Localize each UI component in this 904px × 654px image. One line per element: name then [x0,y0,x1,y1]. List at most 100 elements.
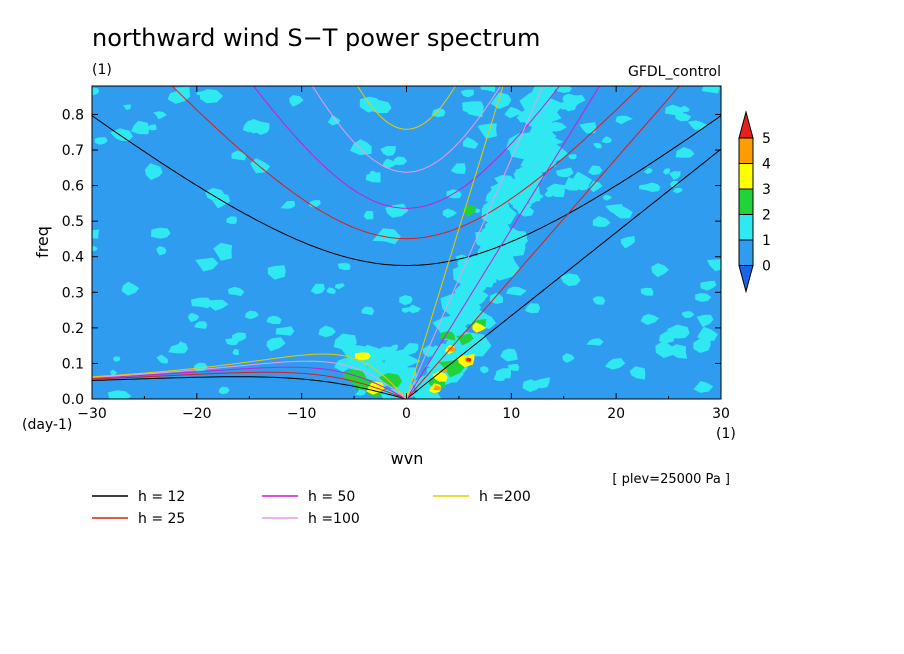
curve-ig-25 [171,86,642,240]
colorbar-segment [738,239,754,266]
colorbar-segment [738,163,754,190]
contour-level-1 [681,311,695,318]
curve-kelvin-100 [406,86,544,399]
contour-level-1 [195,257,219,272]
contour-level-1 [92,245,98,252]
contour-level-3 [354,352,371,361]
legend-label: h = 50 [308,489,355,505]
curve-ig-100 [311,86,502,173]
contour-level-1 [569,95,586,108]
colorbar-label: 3 [762,182,771,198]
contour-level-1 [121,281,140,296]
curve-ig-50 [252,86,561,209]
contour-level-1 [477,123,497,139]
contour-level-1 [640,287,654,296]
contour-level-1 [521,147,557,173]
curve-kelvin-12 [406,148,721,399]
contour-level-1 [480,365,489,374]
contour-level-1 [113,356,121,362]
contour-level-1 [573,171,593,187]
contour-level-1 [401,307,410,313]
x-tick-label: 20 [607,406,625,422]
x-unit-label: (1) [716,426,736,442]
contour-level-1 [440,293,470,318]
contour-level-1 [361,306,375,316]
contour-level-1 [462,137,479,149]
colorbar-label: 4 [762,157,771,173]
contour-level-1 [629,366,646,380]
contour-level-1 [199,89,224,104]
contour-level-1 [372,228,401,245]
contour-level-1 [380,146,397,157]
contour-level-1 [530,86,555,101]
contour-level-3 [432,371,448,382]
contour-level-1 [544,190,553,198]
contour-level-1 [562,353,575,363]
contour-level-1 [620,236,635,249]
colorbar-label: 5 [762,131,771,147]
contour-level-1 [539,138,557,150]
legend-label: h =200 [479,489,531,505]
contour-level-1 [663,168,670,175]
contour-level-1 [431,108,446,118]
contour-level-1 [334,283,345,290]
contour-level-1 [675,147,695,158]
colorbar-label: 0 [762,259,771,275]
contour-level-1 [560,273,581,287]
plev-note: [ plev=25000 Pa ] [612,472,730,487]
contour-level-2 [463,205,477,217]
contour-level-1 [593,142,602,149]
contour-level-1 [246,119,270,134]
x-tick-label: 30 [712,406,730,422]
y-axis-label: freq [33,226,52,258]
contour-level-1 [516,168,543,182]
contour-level-1 [644,182,661,192]
contour-level-1 [310,283,325,295]
contour-level-1 [107,390,132,399]
colorbar-segment [738,137,754,164]
contour-level-1 [507,363,520,372]
contour-level-1 [603,194,612,201]
y-tick-label: 0.0 [62,392,84,408]
contour-level-1 [188,312,200,323]
units-label: (1) [92,62,112,78]
contour-level-1 [490,92,512,110]
contour-level-1 [354,388,367,396]
contour-level-1 [693,381,714,393]
contour-level-1 [508,188,534,209]
contour-level-1 [555,167,574,178]
contour-level-1 [363,210,374,220]
colorbar-under-arrow [738,265,754,294]
contour-level-3 [472,322,486,333]
contour-level-1 [110,369,118,377]
contour-level-1 [226,216,237,224]
y-tick-label: 0.5 [62,214,84,230]
contour-level-1 [679,105,690,113]
contour-level-1 [232,348,240,356]
contour-level-1 [148,124,157,131]
y-tick-label: 0.2 [62,321,84,337]
y-tick-label: 0.8 [62,107,84,123]
run-label: GFDL_control [628,64,721,80]
chart-title: northward wind S−T power spectrum [92,24,540,52]
contour-level-1 [586,338,604,346]
contour-level-1 [651,263,669,278]
contour-level-1 [604,358,626,370]
contour-level-1 [151,227,171,239]
contour-level-1 [549,69,573,82]
contour-level-1 [638,184,649,191]
contour-level-1 [669,171,681,181]
contour-level-1 [227,286,245,297]
contour-level-1 [532,377,551,389]
contour-level-1 [369,170,380,177]
contour-level-1 [408,304,422,314]
contour-level-1 [194,321,208,329]
y-axis: 0.0 0.1 0.2 0.3 0.4 0.5 0.6 0.7 0.8 [62,107,721,408]
contour-level-4 [447,347,457,352]
y-tick-label: 0.4 [62,250,84,266]
contour-level-1 [480,86,496,93]
curve-rossby-100 [92,360,407,399]
contour-level-1 [505,286,527,296]
y-tick-label: 0.1 [62,356,84,372]
contour-level-1 [504,106,523,119]
